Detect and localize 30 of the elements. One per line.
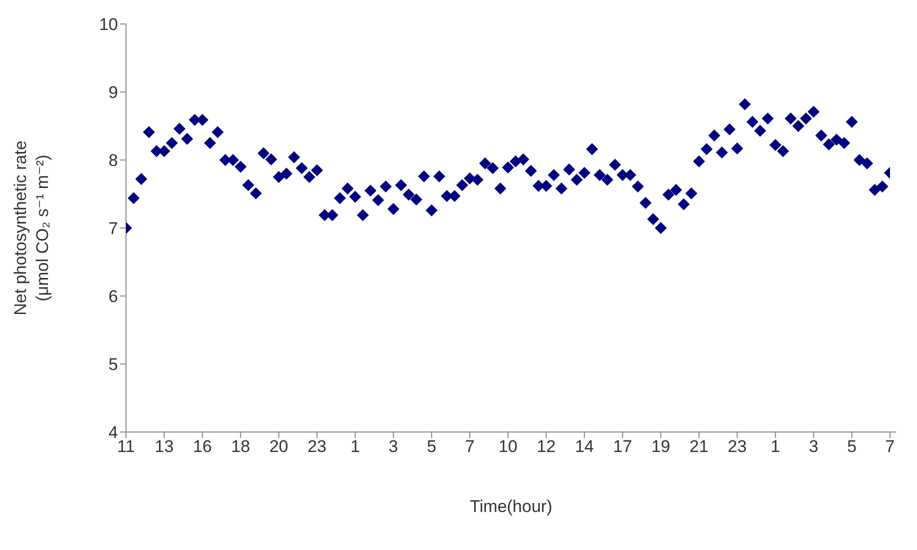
x-tick-label: 16 — [192, 437, 212, 456]
y-tick-label: 9 — [108, 83, 118, 102]
y-axis-title: Net photosynthetic rate (μmol CO₂ s⁻¹ m⁻²) — [11, 140, 52, 316]
x-tick-label: 17 — [613, 437, 632, 456]
y-tick-label: 7 — [108, 219, 118, 238]
x-tick-label: 7 — [465, 437, 475, 456]
x-tick-label: 3 — [388, 437, 398, 456]
x-tick-label: 7 — [885, 437, 895, 456]
x-tick-label: 1 — [770, 437, 780, 456]
x-tick-label: 1 — [350, 437, 360, 456]
x-axis-title: Time(hour) — [470, 497, 552, 516]
x-tick-label: 20 — [269, 437, 288, 456]
x-tick-label: 5 — [847, 437, 857, 456]
y-tick-label: 10 — [99, 15, 118, 34]
y-tick-label: 5 — [108, 355, 118, 374]
x-tick-label: 23 — [308, 437, 326, 456]
x-tick-label: 5 — [426, 437, 436, 456]
x-tick-label: 11 — [117, 437, 135, 456]
x-tick-label: 18 — [231, 437, 250, 456]
y-tick-label: 8 — [108, 151, 118, 170]
x-tick-label: 12 — [536, 437, 556, 456]
y-tick-label: 4 — [108, 423, 118, 442]
x-tick-label: 13 — [154, 437, 174, 456]
x-tick-label: 14 — [574, 437, 594, 456]
x-tick-label: 3 — [808, 437, 818, 456]
y-tick-label: 6 — [108, 287, 118, 306]
x-tick-label: 19 — [651, 437, 670, 456]
x-tick-label: 21 — [690, 437, 708, 456]
x-tick-label: 23 — [728, 437, 747, 456]
x-tick-label: 10 — [498, 437, 518, 456]
